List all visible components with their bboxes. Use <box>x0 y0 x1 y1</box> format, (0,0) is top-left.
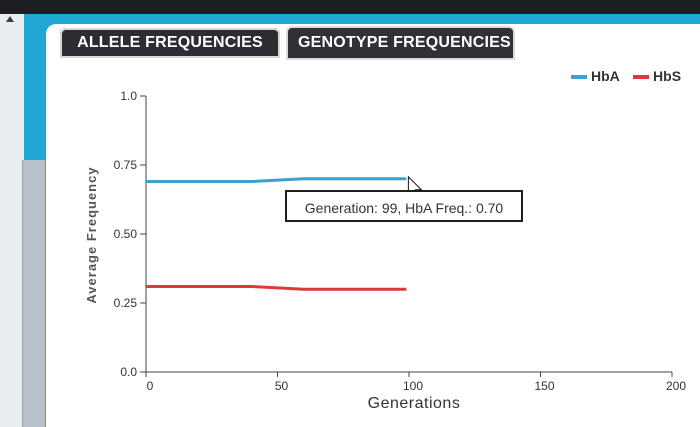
x-tick-label: 100 <box>403 379 423 393</box>
legend-label-hbs: HbS <box>653 68 682 84</box>
scrollbar-thumb[interactable] <box>22 160 45 427</box>
series-line-hbs <box>146 284 407 291</box>
x-tick-label: 200 <box>666 379 686 393</box>
legend-label-hba: HbA <box>591 68 620 84</box>
y-tick-label: 1.0 <box>120 89 137 103</box>
series-line-hba <box>146 177 407 184</box>
left-rail <box>0 14 24 427</box>
x-tick-label: 50 <box>275 379 289 393</box>
chart-legend: HbA HbS <box>571 68 681 84</box>
tab-allele-frequencies[interactable]: ALLELE FREQUENCIES <box>60 28 280 58</box>
x-tick-label: 150 <box>534 379 554 393</box>
x-tick-label: 0 <box>147 379 154 393</box>
y-tick-label: 0.25 <box>114 296 138 310</box>
x-axis-title: Generations <box>368 395 461 412</box>
tab-genotype-frequencies[interactable]: GENOTYPE FREQUENCIES <box>286 26 515 60</box>
legend-swatch-hba <box>571 75 587 80</box>
legend-swatch-hbs <box>633 75 650 80</box>
hover-tooltip: Generation: 99, HbA Freq.: 0.70 <box>285 190 523 222</box>
y-tick-label: 0.0 <box>120 365 137 379</box>
y-tick-label: 0.75 <box>114 158 138 172</box>
chart-panel <box>46 24 700 427</box>
top-bar <box>0 0 700 14</box>
y-tick-label: 0.50 <box>114 227 138 241</box>
scroll-up-arrow-icon[interactable] <box>6 16 14 22</box>
y-axis-title: Average Frequency <box>84 166 99 303</box>
